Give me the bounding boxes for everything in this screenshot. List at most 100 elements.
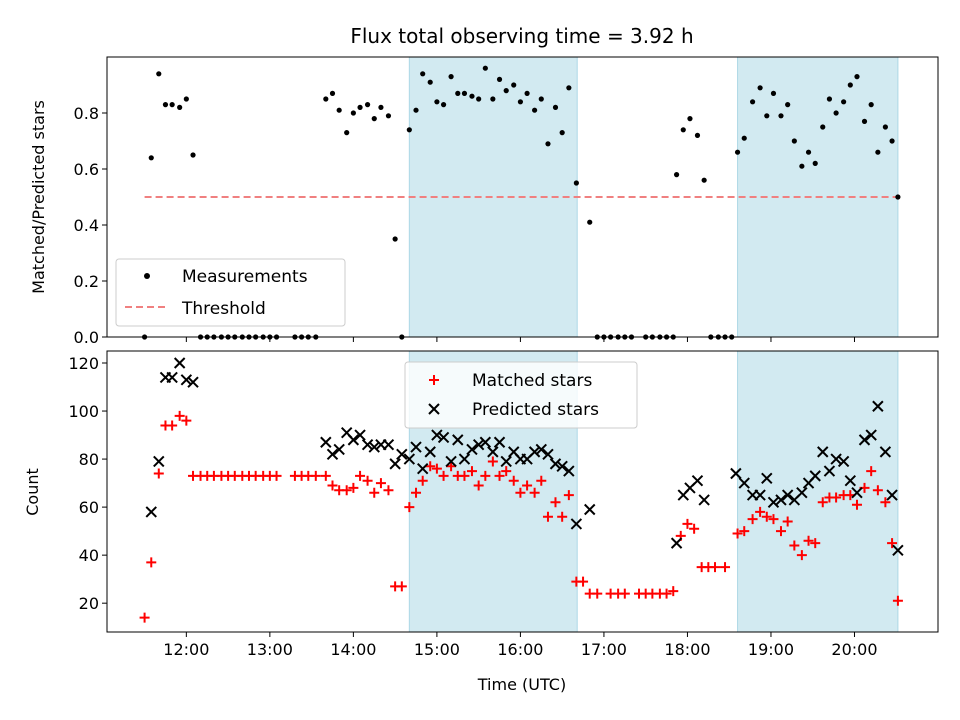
predicted-point <box>563 465 575 477</box>
measurement-point <box>148 155 154 161</box>
matched-point <box>480 470 491 481</box>
ratio-y-ticks: 0.0 0.2 0.4 0.6 0.8 <box>74 104 107 347</box>
count-x-ticks: 12:00 13:00 14:00 15:00 16:00 17:00 18:00 19:00… <box>163 632 878 659</box>
matched-point <box>362 475 373 486</box>
legend-threshold-label: Threshold <box>181 299 266 319</box>
predicted-point <box>396 448 408 460</box>
predicted-point <box>333 443 345 456</box>
y-tick-label: 80 <box>79 450 99 469</box>
y-tick-label: 0.2 <box>74 272 99 291</box>
measurement-point <box>511 82 517 88</box>
matched-point <box>411 487 422 498</box>
predicted-point <box>886 489 898 501</box>
matched-point <box>369 487 380 498</box>
matched-point <box>355 470 366 481</box>
predicted-point <box>892 544 904 557</box>
matched-point <box>396 581 407 592</box>
y-tick: 0.4 <box>74 216 107 235</box>
matched-point <box>710 562 721 573</box>
x-tick-label: 13:00 <box>247 640 293 659</box>
measurement-point <box>177 104 183 110</box>
matched-point <box>466 466 477 477</box>
matched-point <box>720 562 731 573</box>
measurement-point <box>469 93 475 99</box>
measurement-point <box>350 110 356 116</box>
measurement-point <box>573 180 579 186</box>
matched-point <box>817 497 828 508</box>
matched-point <box>668 586 679 597</box>
matched-point <box>431 463 442 474</box>
matched-point <box>550 497 561 508</box>
predicted-point <box>837 455 850 468</box>
predicted-point <box>730 467 742 480</box>
measurement-point <box>183 96 189 102</box>
matched-point <box>803 535 814 546</box>
predicted-point <box>354 429 366 441</box>
matched-point <box>542 511 553 522</box>
measurement-point <box>364 102 371 108</box>
x-tick: 17:00 <box>581 632 627 659</box>
x-tick: 19:00 <box>748 632 794 659</box>
x-tick-label: 17:00 <box>581 640 627 659</box>
matched-point <box>739 526 750 537</box>
predicted-point <box>410 441 422 453</box>
matched-point <box>459 470 470 481</box>
measurement-point <box>538 96 544 102</box>
measurement-point <box>587 219 593 225</box>
y-tick-label: 0.0 <box>74 328 99 347</box>
measurement-point <box>440 102 447 108</box>
measurement-point <box>162 102 169 108</box>
measurement-point <box>482 65 488 71</box>
x-tick-label: 20:00 <box>831 640 877 659</box>
y-tick-label: 120 <box>68 354 99 373</box>
predicted-point <box>389 458 401 470</box>
predicted-point <box>320 436 332 448</box>
predicted-point <box>153 455 165 468</box>
measurement-point <box>461 90 468 96</box>
y-tick: 40 <box>79 546 107 565</box>
matched-point <box>404 502 415 513</box>
predicted-point <box>431 429 443 441</box>
predicted-point <box>500 455 512 468</box>
matched-point <box>446 461 457 472</box>
predicted-point <box>809 470 821 482</box>
matched-point <box>782 516 793 527</box>
matched-point <box>310 470 321 481</box>
ratio-plot-area <box>141 56 901 340</box>
measurement-point <box>455 90 461 96</box>
y-tick: 0.0 <box>74 328 107 347</box>
measurement-point <box>406 127 412 133</box>
x-tick-label: 19:00 <box>748 640 794 659</box>
predicted-point <box>180 374 193 386</box>
predicted-point <box>347 434 360 446</box>
predicted-point <box>472 438 485 451</box>
measurement-point <box>812 160 818 166</box>
matched-point <box>501 466 512 477</box>
ratio-legend-box <box>115 258 346 327</box>
x-tick-label: 12:00 <box>163 640 209 659</box>
count-y-axis-label: Count <box>23 468 42 516</box>
y-tick-label: 20 <box>79 594 99 613</box>
predicted-point <box>416 462 429 475</box>
y-tick-label: 40 <box>79 546 99 565</box>
matched-point <box>348 482 359 493</box>
predicted-point <box>858 434 871 446</box>
matched-point <box>563 490 574 501</box>
predicted-point <box>817 446 829 458</box>
count-panel: 20 40 60 80 100 120 12:00 13:00 14:00 15:00 16:00… <box>23 350 939 694</box>
matched-point <box>789 540 800 551</box>
measurement-point <box>847 82 853 88</box>
x-tick: 13:00 <box>247 632 293 659</box>
measurement-point <box>329 90 336 96</box>
matched-point <box>810 538 821 549</box>
matched-point <box>522 480 533 491</box>
matched-point <box>747 514 758 525</box>
predicted-point <box>187 376 199 388</box>
chart-title: Flux total observing time = 3.92 h <box>350 24 693 48</box>
x-tick-label: 18:00 <box>664 640 710 659</box>
predicted-point <box>145 506 157 518</box>
predicted-point <box>487 446 499 458</box>
measurement-point <box>344 130 350 136</box>
count-axes-frame <box>106 350 939 633</box>
